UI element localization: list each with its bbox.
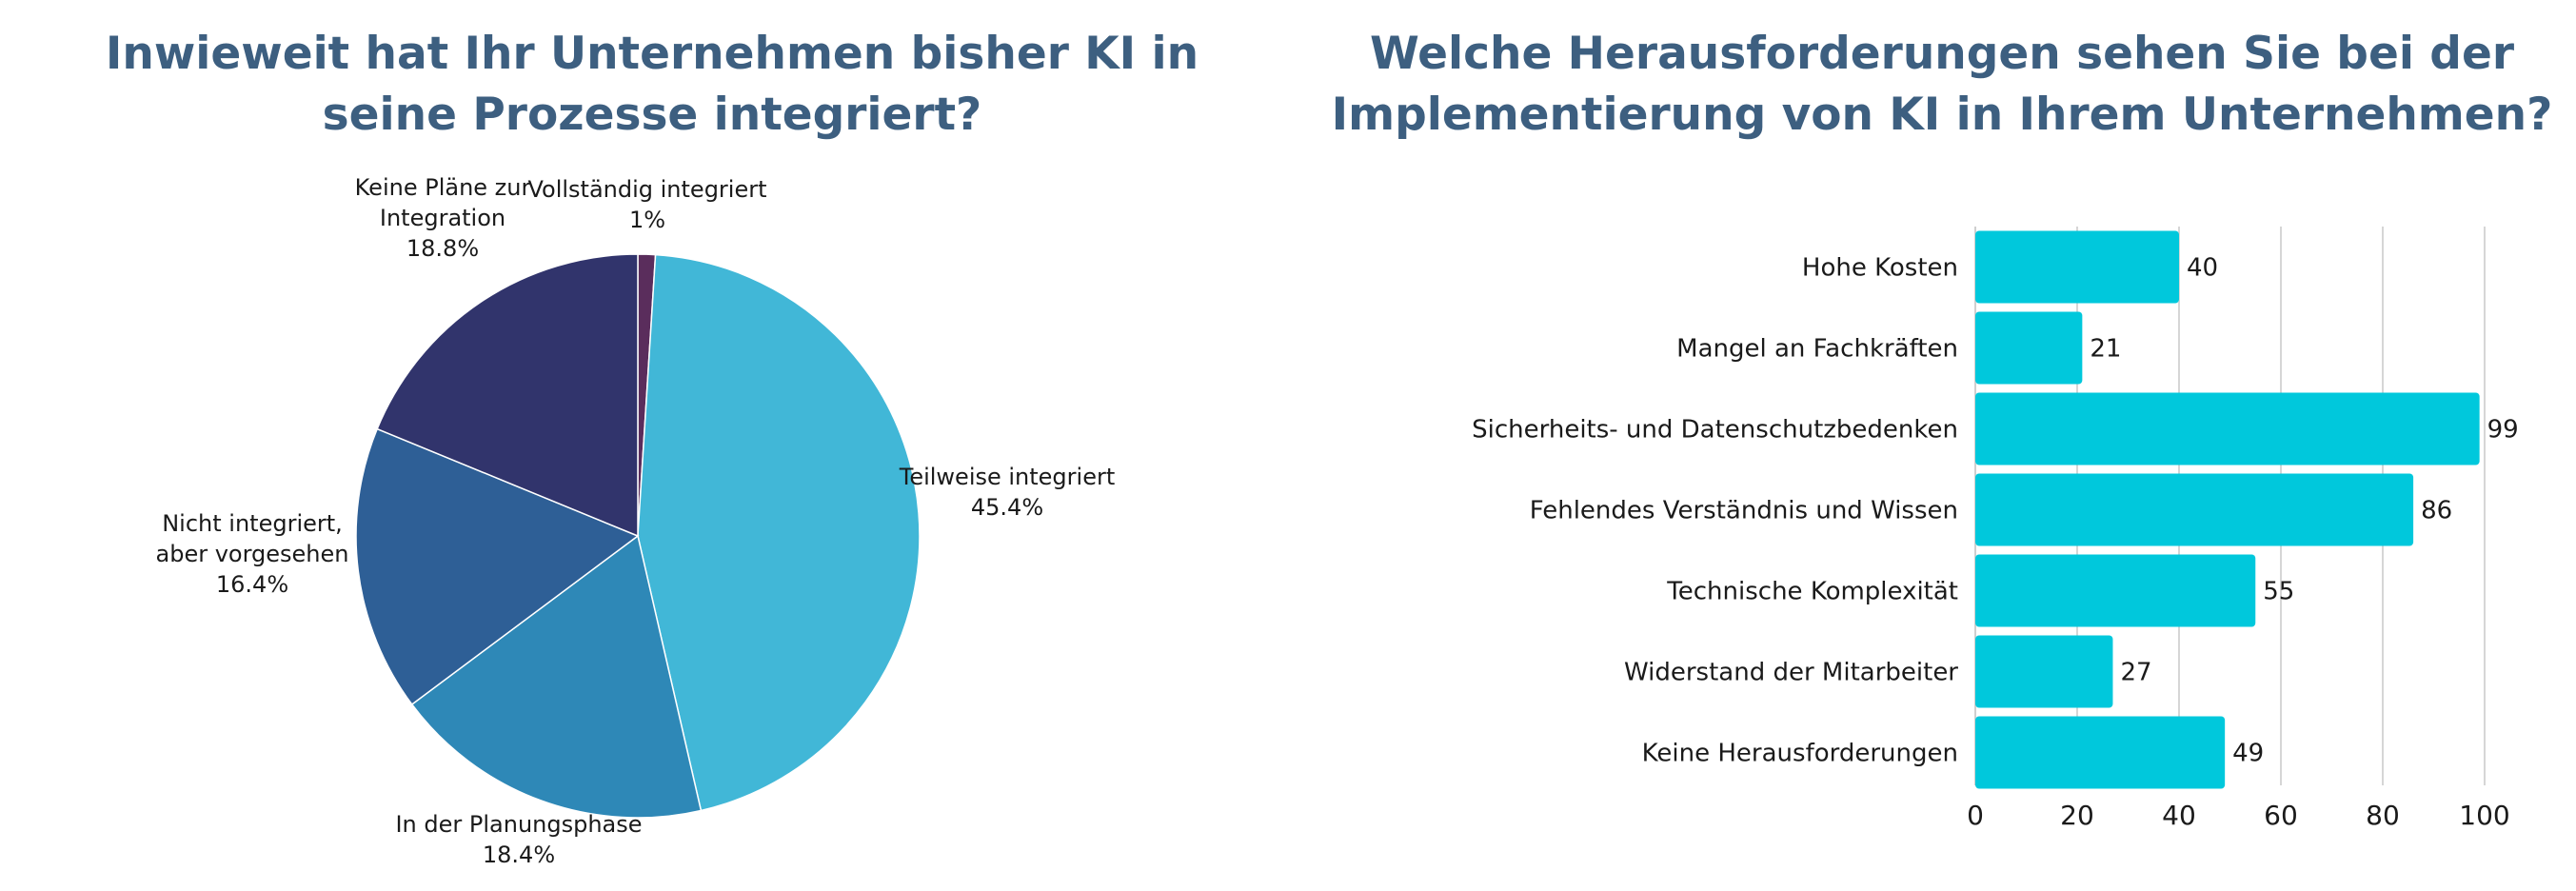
pie-slice-label: Teilweise integriert [899, 464, 1116, 490]
pie-slice [410, 534, 703, 819]
bar-value-label: 21 [2090, 335, 2121, 364]
pie-slice-label: Integration [380, 205, 505, 231]
category-label: Sicherheits- und Datenschutzbedenken [1472, 416, 1958, 445]
bar-value-label: 49 [2232, 740, 2264, 768]
category-label: Hohe Kosten [1802, 254, 1958, 283]
bar [1975, 635, 2113, 708]
x-tick-label: 40 [2162, 800, 2196, 831]
category-label: Widerstand der Mitarbeiter [1624, 659, 1958, 687]
category-label: Technische Komplexität [1666, 578, 1958, 606]
bar-value-label: 99 [2487, 416, 2519, 445]
pie-slice-label: aber vorgesehen [156, 541, 349, 567]
x-tick-label: 20 [2060, 800, 2094, 831]
bar [1975, 230, 2179, 304]
bar-value-label: 27 [2120, 659, 2151, 687]
pie-slice-value-label: 18.4% [483, 842, 555, 868]
bar [1975, 716, 2226, 789]
bar [1975, 311, 2083, 385]
bar-value-label: 55 [2263, 578, 2294, 606]
pie-chart: Vollständig integriert 1% Teilweise integr… [156, 174, 1116, 868]
pie-slice-value-label: 16.4% [216, 571, 288, 598]
category-label: Keine Herausforderungen [1642, 740, 1958, 768]
bar-chart-title: Welche Herausforderungen sehen Sie bei d… [1331, 28, 2553, 141]
pie-slice-label: In der Planungsphase [395, 811, 642, 838]
x-tick-label: 100 [2459, 800, 2509, 831]
bar [1975, 554, 2256, 627]
bar [1975, 392, 2480, 465]
pie-slice [355, 427, 640, 706]
pie-slice [637, 253, 921, 812]
pie-slice [376, 253, 639, 538]
bar [1975, 473, 2414, 546]
x-tick-label: 80 [2366, 800, 2400, 831]
pie-slice-label: Keine Pläne zur [355, 174, 531, 201]
pie-slice-label: Nicht integriert, [162, 510, 343, 537]
x-tick-label: 60 [2264, 800, 2298, 831]
bar-value-label: 86 [2421, 497, 2452, 525]
bar-value-label: 40 [2187, 254, 2218, 283]
category-label: Fehlendes Verständnis und Wissen [1530, 497, 1958, 525]
pie-slice-value-label: 18.8% [406, 235, 479, 262]
category-label: Mangel an Fachkräften [1676, 335, 1958, 364]
pie-slice-value-label: 45.4% [971, 494, 1043, 521]
pie-slice-value-label: 1% [629, 207, 665, 233]
pie-slice-label: Vollständig integriert [527, 176, 766, 203]
pie-chart-title: Inwieweit hat Ihr Unternehmen bisher KI … [105, 28, 1199, 141]
x-tick-label: 0 [1967, 800, 1984, 831]
